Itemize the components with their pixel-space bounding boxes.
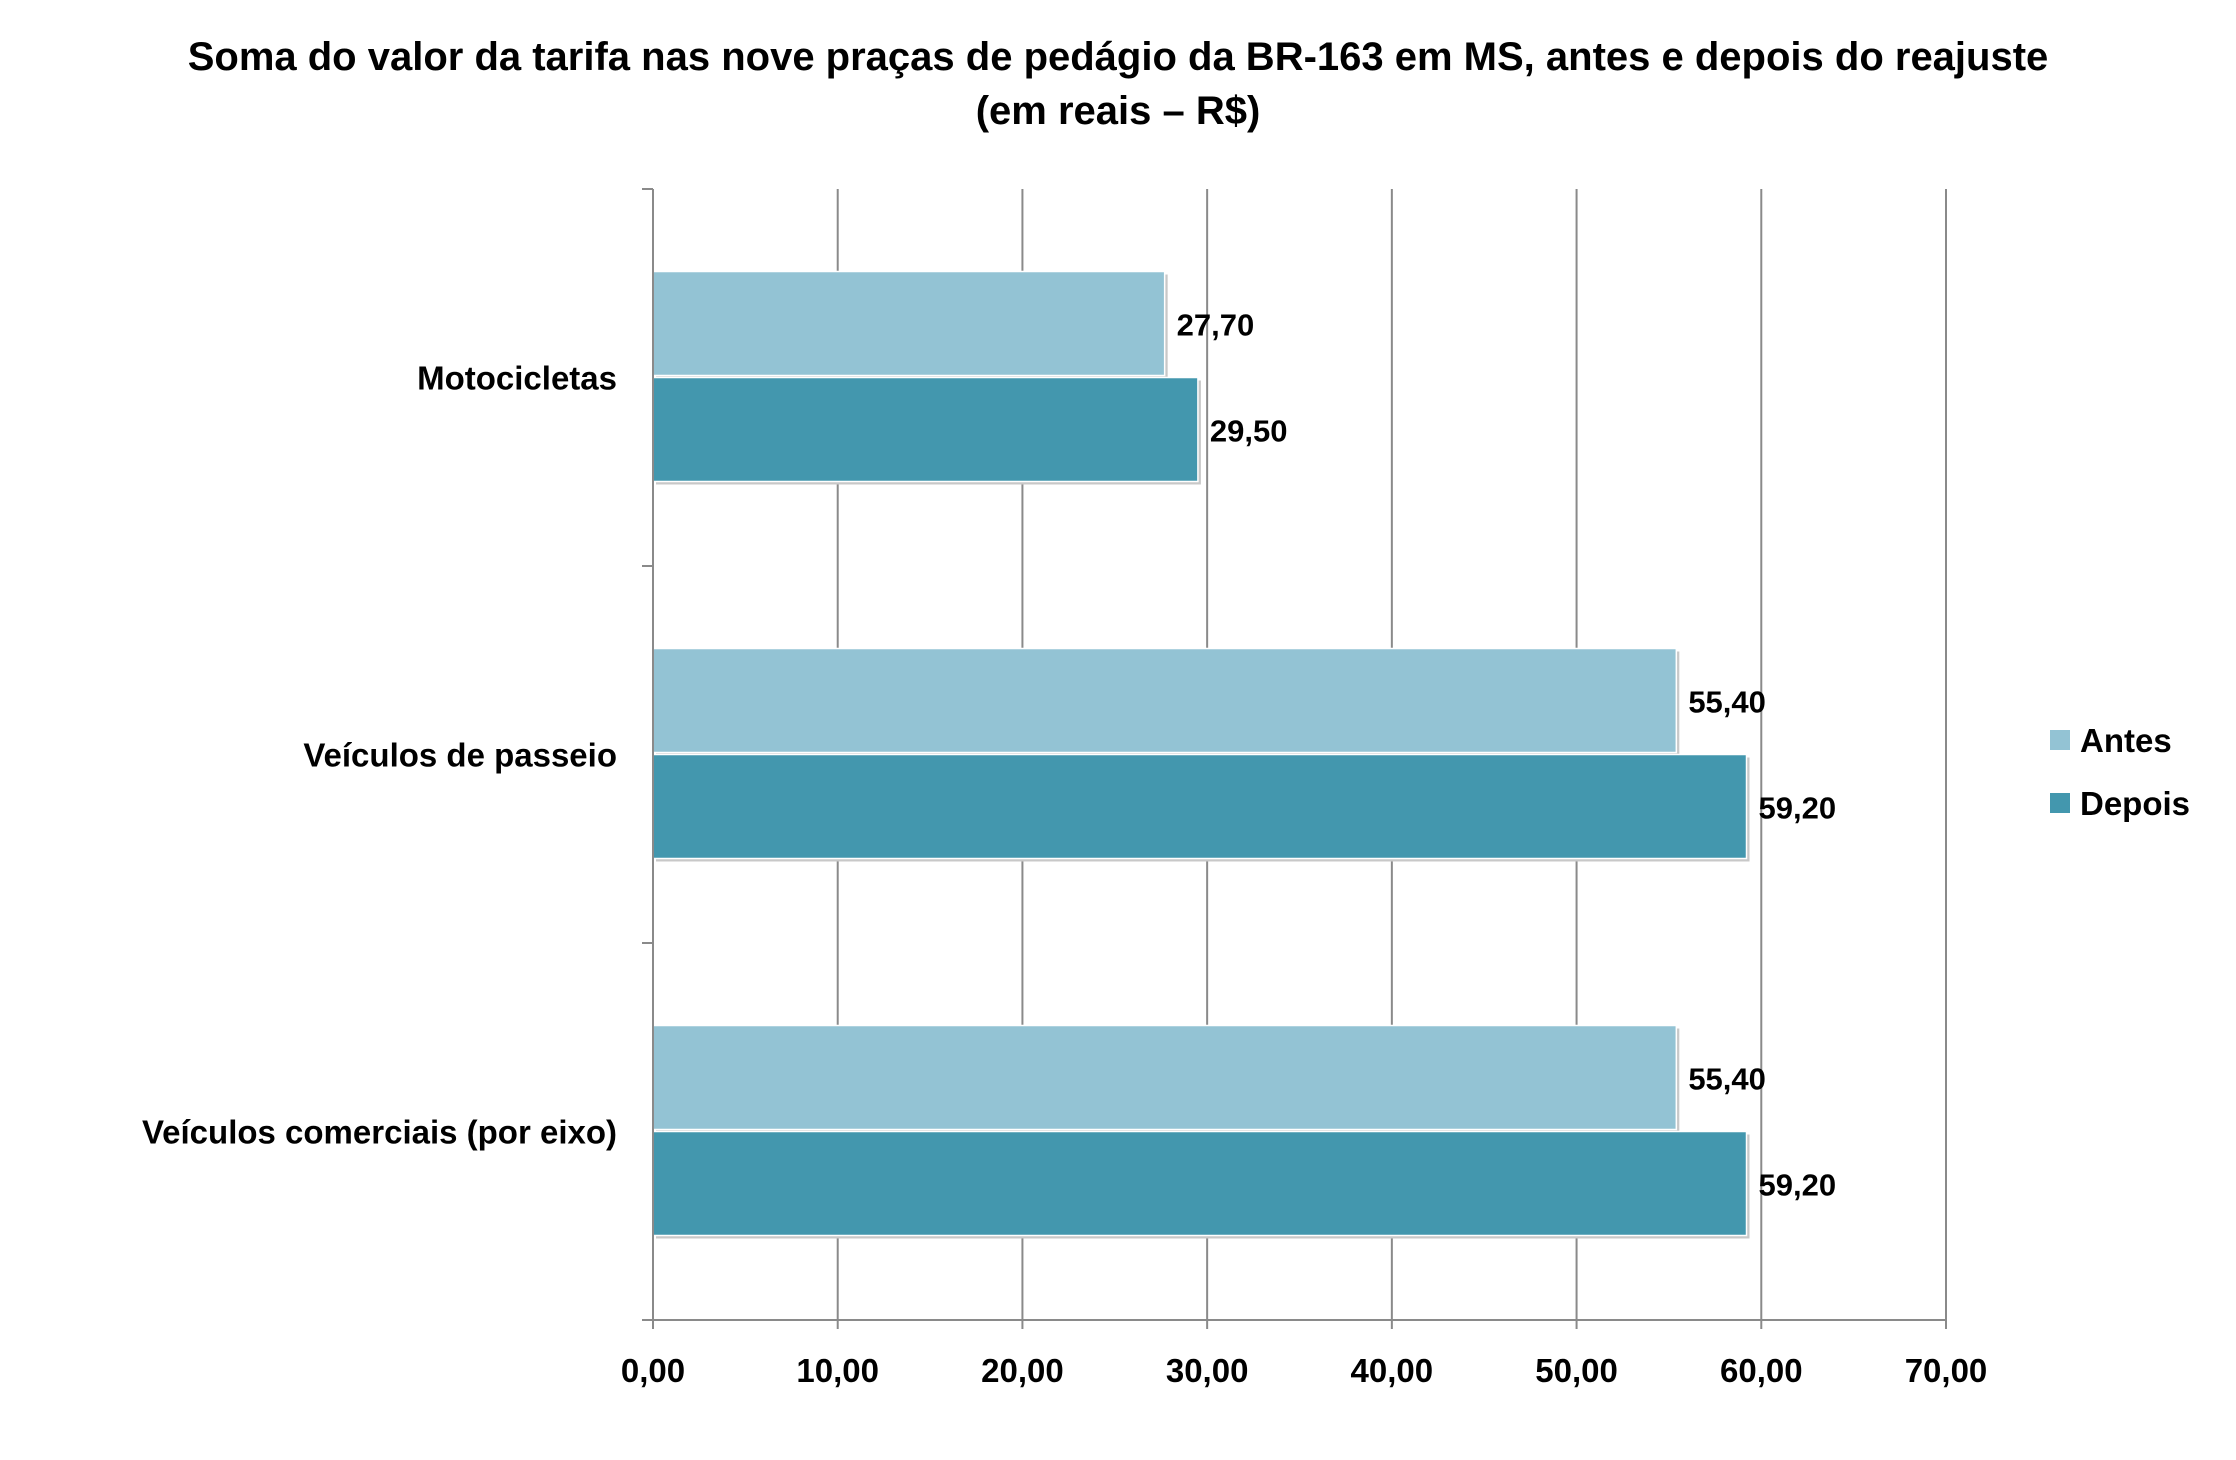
legend-swatch-depois xyxy=(2050,793,2070,813)
legend: Antes Depois xyxy=(2050,722,2190,822)
x-tick-label: 60,00 xyxy=(1720,1352,1803,1389)
x-tick-label: 30,00 xyxy=(1166,1352,1249,1389)
chart-subtitle: (em reais – R$) xyxy=(976,89,1261,133)
legend-label-depois: Depois xyxy=(2080,785,2190,822)
bar-depois-veiculos-comerciais-por-eixo xyxy=(652,1130,1748,1237)
data-label-depois-veiculos-comerciais-por-eixo: 59,20 xyxy=(1759,1168,1837,1203)
x-tick-label: 50,00 xyxy=(1535,1352,1618,1389)
bar-depois-motocicletas xyxy=(652,376,1199,483)
x-tick-label: 20,00 xyxy=(981,1352,1064,1389)
category-label-veiculos-de-passeio: Veículos de passeio xyxy=(303,737,617,774)
axes: 0,00 10,00 20,00 30,00 40,00 50,00 60,00 70,00 M… xyxy=(142,188,1988,1389)
bar-antes-veiculos-comerciais-por-eixo xyxy=(652,1024,1678,1131)
data-label-depois-motocicletas: 29,50 xyxy=(1210,414,1288,449)
bar-antes-veiculos-de-passeio xyxy=(652,647,1678,754)
x-tick-label: 0,00 xyxy=(621,1352,685,1389)
data-label-antes-veiculos-de-passeio: 55,40 xyxy=(1688,685,1766,720)
bar-depois-veiculos-de-passeio xyxy=(652,753,1748,860)
chart-title-group: Soma do valor da tarifa nas nove praças … xyxy=(188,35,2049,133)
x-tick-label: 10,00 xyxy=(796,1352,879,1389)
data-label-antes-veiculos-comerciais-por-eixo: 55,40 xyxy=(1688,1062,1766,1097)
category-label-veiculos-comerciais-por-eixo: Veículos comerciais (por eixo) xyxy=(142,1114,617,1151)
x-tick-label: 40,00 xyxy=(1351,1352,1434,1389)
chart-title: Soma do valor da tarifa nas nove praças … xyxy=(188,35,2049,79)
bar-antes-motocicletas xyxy=(652,270,1166,377)
legend-swatch-antes xyxy=(2050,730,2070,750)
data-label-depois-veiculos-de-passeio: 59,20 xyxy=(1759,791,1837,826)
x-tick-label: 70,00 xyxy=(1905,1352,1988,1389)
legend-label-antes: Antes xyxy=(2080,722,2172,759)
data-label-antes-motocicletas: 27,70 xyxy=(1177,308,1255,343)
data-labels: 27,70 29,50 55,40 59,20 55,40 59,20 xyxy=(1177,308,1836,1203)
category-label-motocicletas: Motocicletas xyxy=(417,360,617,397)
bars xyxy=(652,270,1750,1239)
